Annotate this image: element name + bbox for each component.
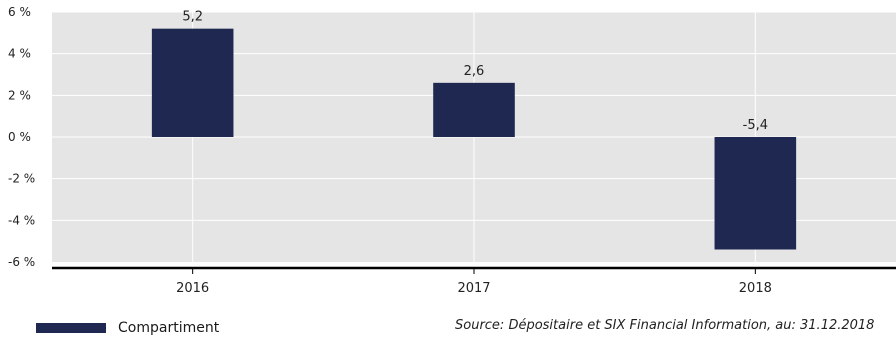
data-label: 2,6	[464, 64, 485, 79]
y-tick-label: 4 %	[8, 47, 31, 61]
legend-label: Compartiment	[118, 320, 220, 336]
bar	[433, 82, 515, 137]
y-tick-label: -2 %	[8, 172, 35, 186]
y-tick-label: -4 %	[8, 213, 35, 227]
y-tick-label: -6 %	[8, 255, 35, 269]
y-tick-label: 6 %	[8, 5, 31, 19]
source-note: Source: Dépositaire et SIX Financial Inf…	[455, 318, 875, 333]
x-tick-label: 2017	[457, 281, 490, 296]
bar	[151, 28, 234, 138]
x-tick-label: 2018	[739, 281, 772, 296]
bar	[714, 137, 797, 250]
y-tick-label: 2 %	[8, 88, 31, 102]
bar-chart: 6 % 4 % 2 % 0 % -2 % -4 % -6 % 5,2 2,6 -5,4 2016 20…	[8, 5, 896, 296]
legend-swatch	[36, 323, 106, 333]
y-tick-label: 0 %	[8, 130, 31, 144]
legend: Compartiment	[36, 318, 219, 338]
data-label: 5,2	[182, 10, 203, 25]
x-tick-label: 2016	[176, 281, 209, 296]
data-label: -5,4	[743, 118, 768, 133]
